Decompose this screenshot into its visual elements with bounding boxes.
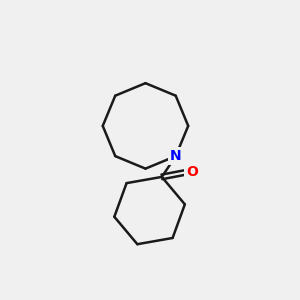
Text: O: O	[186, 165, 198, 179]
Text: N: N	[170, 149, 182, 163]
